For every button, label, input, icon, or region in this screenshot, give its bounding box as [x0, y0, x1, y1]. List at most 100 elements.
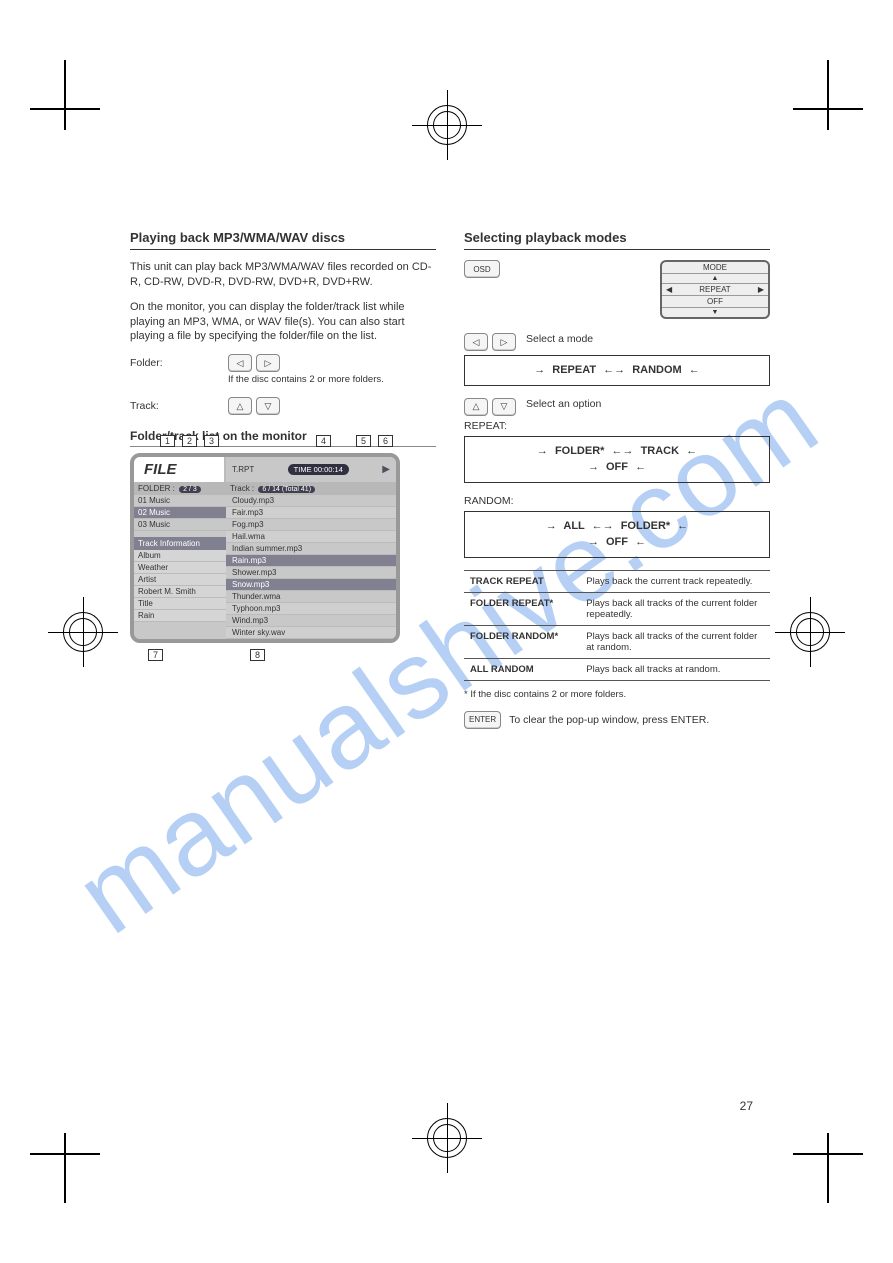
page-number: 27: [740, 1099, 753, 1113]
track-item[interactable]: Cloudy.mp3: [226, 495, 396, 507]
mode-flow-main: → REPEAT ←→ RANDOM ←: [464, 355, 770, 386]
right-column: Selecting playback modes OSD MODE ▲ ◀REP…: [464, 230, 770, 729]
osd-popup-bot: OFF: [662, 296, 768, 308]
mode-name: FOLDER RANDOM*: [464, 625, 580, 658]
track-list: Cloudy.mp3 Fair.mp3 Fog.mp3 Hail.wma Ind…: [226, 495, 396, 639]
callout-7: 7: [148, 649, 163, 661]
osd-popup: MODE ▲ ◀REPEAT▶ OFF ▼: [660, 260, 770, 319]
time-pill: TIME 00:00:14: [288, 464, 349, 475]
mode-name: TRACK REPEAT: [464, 570, 580, 592]
track-item[interactable]: Snow.mp3: [226, 579, 396, 591]
page-content: Playing back MP3/WMA/WAV discs This unit…: [130, 230, 770, 729]
info-row: Title: [134, 598, 226, 610]
table-row: TRACK REPEATPlays back the current track…: [464, 570, 770, 592]
track-info-header: Track Information: [134, 537, 226, 550]
left-arrow-button[interactable]: ◁: [228, 354, 252, 372]
callout-5: 5: [356, 435, 371, 447]
registration-mark: [775, 597, 845, 667]
enter-note: To clear the pop-up window, press ENTER.: [509, 714, 709, 726]
right-arrow-button[interactable]: ▷: [256, 354, 280, 372]
track-info: Album Weather Artist Robert M. Smith Tit…: [134, 550, 226, 622]
track-item[interactable]: Fog.mp3: [226, 519, 396, 531]
crop-mark: [30, 108, 100, 110]
mode-name: ALL RANDOM: [464, 658, 580, 680]
select-option-label: Select an option: [526, 398, 601, 410]
osd-popup-top: MODE: [662, 262, 768, 274]
folder-list: 01 Music 02 Music 03 Music: [134, 495, 226, 531]
callout-6: 6: [378, 435, 393, 447]
time-label: TIME: [294, 465, 312, 474]
track-item[interactable]: Typhoon.mp3: [226, 603, 396, 615]
registration-mark: [412, 1103, 482, 1173]
triangle-up-icon: △: [237, 401, 244, 412]
track-item-selected[interactable]: Rain.mp3: [226, 555, 396, 567]
mode-desc: Plays back all tracks of the current fol…: [580, 592, 770, 625]
mode-table: TRACK REPEATPlays back the current track…: [464, 570, 770, 681]
info-row: Artist: [134, 574, 226, 586]
callout-1: 1: [160, 435, 175, 447]
track-item[interactable]: Thunder.wma: [226, 591, 396, 603]
left-column: Playing back MP3/WMA/WAV discs This unit…: [130, 230, 436, 729]
mode-desc: Plays back all tracks of the current fol…: [580, 625, 770, 658]
info-row: Robert M. Smith: [134, 586, 226, 598]
registration-mark: [412, 90, 482, 160]
file-ui-panel: FILE T.RPT TIME 00:00:14 ▶ FOLDER :: [130, 453, 400, 643]
table-row: FOLDER REPEAT*Plays back all tracks of t…: [464, 592, 770, 625]
triangle-down-icon: ▽: [265, 401, 272, 412]
right-arrow-button[interactable]: ▷: [492, 333, 516, 351]
up-arrow-button[interactable]: △: [464, 398, 488, 416]
track-item[interactable]: Shower.mp3: [226, 567, 396, 579]
select-mode-label: Select a mode: [526, 333, 593, 345]
crop-mark: [793, 1153, 863, 1155]
triangle-right-icon: ▷: [265, 358, 272, 369]
crop-mark: [827, 60, 829, 130]
intro-para-1: This unit can play back MP3/WMA/WAV file…: [130, 260, 436, 290]
up-arrow-button[interactable]: △: [228, 397, 252, 415]
enter-button[interactable]: ENTER: [464, 711, 501, 729]
crop-mark: [64, 60, 66, 130]
track-counter: 6 / 14 (Total 41): [258, 486, 315, 493]
info-row: Rain: [134, 610, 226, 622]
down-arrow-button[interactable]: ▽: [492, 398, 516, 416]
track-item[interactable]: Indian summer.mp3: [226, 543, 396, 555]
left-arrow-button[interactable]: ◁: [464, 333, 488, 351]
info-row: Album: [134, 550, 226, 562]
mode-desc: Plays back all tracks at random.: [580, 658, 770, 680]
callout-3: 3: [204, 435, 219, 447]
track-item[interactable]: Hail.wma: [226, 531, 396, 543]
folder-counter: 2 / 3: [179, 486, 201, 493]
table-row: ALL RANDOMPlays back all tracks at rando…: [464, 658, 770, 680]
folder-item-selected[interactable]: 02 Music: [134, 507, 226, 519]
callout-2: 2: [182, 435, 197, 447]
callout-4: 4: [316, 435, 331, 447]
track-nav-row: Track: △ ▽: [130, 397, 436, 415]
folder-note: If the disc contains 2 or more folders.: [228, 374, 436, 387]
crop-mark: [64, 1133, 66, 1203]
down-arrow-button[interactable]: ▽: [256, 397, 280, 415]
trpt-label: T.RPT: [232, 465, 254, 474]
section-title-left: Playing back MP3/WMA/WAV discs: [130, 230, 436, 250]
mode-flow-random: → ALL ←→ FOLDER* ← → OFF ←: [464, 511, 770, 558]
random-label: RANDOM:: [464, 495, 770, 507]
folder-label: Folder:: [130, 357, 220, 369]
folder-nav-row: Folder: ◁ ▷: [130, 354, 436, 372]
track-label: Track:: [130, 400, 220, 412]
folder-item[interactable]: 01 Music: [134, 495, 226, 507]
track-item[interactable]: Wind.mp3: [226, 615, 396, 627]
mode-name: FOLDER REPEAT*: [464, 592, 580, 625]
file-ui-wrapper: 1 2 3 4 5 6 FILE T.RPT TIME 00:00:14: [130, 453, 420, 643]
info-row: Weather: [134, 562, 226, 574]
triangle-left-icon: ◁: [237, 358, 244, 369]
crop-mark: [30, 1153, 100, 1155]
footnote: * If the disc contains 2 or more folders…: [464, 689, 770, 701]
osd-button[interactable]: OSD: [464, 260, 500, 278]
section-title-right: Selecting playback modes: [464, 230, 770, 250]
callout-8: 8: [250, 649, 265, 661]
intro-para-2: On the monitor, you can display the fold…: [130, 300, 436, 345]
track-item[interactable]: Winter sky.wav: [226, 627, 396, 639]
crop-mark: [793, 108, 863, 110]
registration-mark: [48, 597, 118, 667]
track-item[interactable]: Fair.mp3: [226, 507, 396, 519]
file-ui-title: FILE: [134, 457, 226, 482]
folder-item[interactable]: 03 Music: [134, 519, 226, 531]
